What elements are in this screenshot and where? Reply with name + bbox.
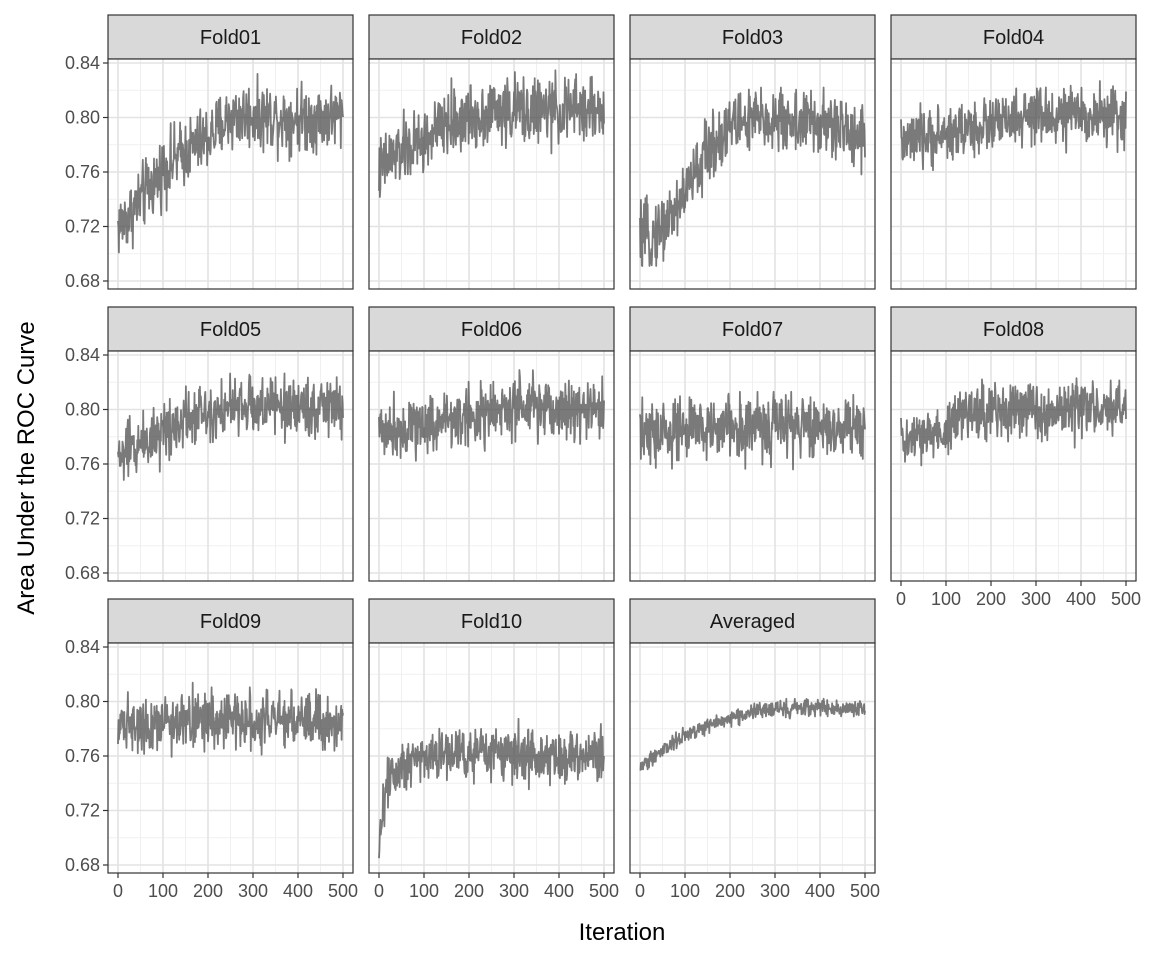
y-tick-label: 0.84: [65, 637, 100, 657]
facet-panel: Fold05 0.68 0.72 0.76 0.80 0.84: [65, 306, 354, 583]
facet-strip-label: Fold09: [200, 611, 261, 633]
panel-border: [629, 58, 876, 290]
y-tick-label: 0.68: [65, 855, 100, 875]
panel-border: [107, 350, 354, 582]
panel-border: [368, 58, 615, 290]
facet-panel: Fold06: [368, 306, 615, 582]
facet-strip-label: Fold06: [461, 319, 522, 341]
series-line-fold10: [378, 717, 605, 859]
panel-border: [890, 350, 1137, 582]
series-line-fold04: [900, 80, 1127, 172]
facet-strip-label: Fold04: [983, 27, 1044, 49]
facet-panel: Fold02: [368, 14, 615, 290]
facet-panel: Fold09 0.68 0.72 0.76 0.80 0.84 0 100 200 300 400 5…: [65, 598, 358, 901]
facet-strip: [629, 14, 876, 60]
y-tick-label: 0.84: [65, 345, 100, 365]
series-line-fold08: [900, 377, 1127, 467]
facet-strip-label: Fold02: [461, 27, 522, 49]
facet-panel: Averaged 0 100 200 300 400 500: [629, 598, 880, 901]
x-tick-label: 500: [328, 881, 358, 901]
y-tick-label: 0.76: [65, 162, 100, 182]
facet-strip-label: Fold08: [983, 319, 1044, 341]
facet-strip: [107, 598, 354, 644]
facet-strip-label: Fold07: [722, 319, 783, 341]
series-line-fold01: [117, 73, 344, 254]
x-tick-label: 0: [113, 881, 123, 901]
facet-panel: Fold03: [629, 14, 876, 290]
series-line-fold07: [639, 390, 866, 471]
y-tick-label: 0.72: [65, 801, 100, 821]
facet-panels: Fold01 0.68 0.72 0.76 0.80 0.84 Fold02 Fold03 Fo…: [65, 14, 1141, 901]
facet-panel: Fold07: [629, 306, 876, 582]
facet-panel: Fold04: [890, 14, 1137, 290]
series-line-fold05: [117, 372, 344, 481]
facet-strip: [890, 14, 1137, 60]
y-tick-label: 0.80: [65, 108, 100, 128]
facet-panel: Fold08 0 100 200 300 400 500: [890, 306, 1141, 609]
x-tick-label: 400: [805, 881, 835, 901]
panel-border: [368, 350, 615, 582]
x-tick-label: 300: [499, 881, 529, 901]
panel-border: [107, 642, 354, 874]
x-tick-label: 200: [976, 589, 1006, 609]
facet-strip: [890, 306, 1137, 352]
x-tick-label: 0: [635, 881, 645, 901]
panel-border: [368, 642, 615, 874]
y-tick-label: 0.68: [65, 563, 100, 583]
x-tick-label: 300: [238, 881, 268, 901]
panel-border: [629, 642, 876, 874]
x-tick-label: 500: [589, 881, 619, 901]
facet-strip-label: Averaged: [710, 611, 795, 633]
facet-strip-label: Fold01: [200, 27, 261, 49]
facet-strip-label: Fold10: [461, 611, 522, 633]
facet-strip-label: Fold05: [200, 319, 261, 341]
x-tick-label: 100: [670, 881, 700, 901]
facet-strip: [107, 14, 354, 60]
y-axis-title: Area Under the ROC Curve: [13, 321, 40, 614]
series-line-fold06: [378, 369, 605, 462]
x-axis-title: Iteration: [579, 919, 666, 946]
panel-border: [629, 350, 876, 582]
y-tick-label: 0.84: [65, 53, 100, 73]
x-tick-label: 200: [454, 881, 484, 901]
y-tick-label: 0.76: [65, 454, 100, 474]
facet-panel: Fold10 0 100 200 300 400 500: [368, 598, 619, 901]
y-tick-label: 0.68: [65, 271, 100, 291]
x-tick-label: 300: [760, 881, 790, 901]
facet-strip: [629, 598, 876, 644]
series-line-fold09: [117, 681, 344, 758]
series-line-fold02: [378, 69, 605, 198]
x-tick-label: 300: [1021, 589, 1051, 609]
y-tick-label: 0.80: [65, 692, 100, 712]
x-tick-label: 100: [409, 881, 439, 901]
facet-strip-label: Fold03: [722, 27, 783, 49]
x-tick-label: 500: [1111, 589, 1141, 609]
x-tick-label: 400: [1066, 589, 1096, 609]
y-tick-label: 0.76: [65, 746, 100, 766]
panel-border: [107, 58, 354, 290]
x-tick-label: 100: [931, 589, 961, 609]
x-tick-label: 400: [283, 881, 313, 901]
facet-strip: [368, 306, 615, 352]
y-tick-label: 0.80: [65, 400, 100, 420]
x-tick-label: 0: [896, 589, 906, 609]
facet-strip: [107, 306, 354, 352]
x-tick-label: 400: [544, 881, 574, 901]
series-line-fold03: [639, 86, 866, 267]
x-tick-label: 100: [148, 881, 178, 901]
facet-strip: [368, 598, 615, 644]
x-tick-label: 200: [193, 881, 223, 901]
series-line-averaged: [639, 697, 866, 771]
x-tick-label: 500: [850, 881, 880, 901]
x-tick-label: 200: [715, 881, 745, 901]
x-tick-label: 0: [374, 881, 384, 901]
facet-panel: Fold01 0.68 0.72 0.76 0.80 0.84: [65, 14, 354, 291]
panel-border: [890, 58, 1137, 290]
facet-strip: [629, 306, 876, 352]
y-tick-label: 0.72: [65, 509, 100, 529]
y-tick-label: 0.72: [65, 217, 100, 237]
